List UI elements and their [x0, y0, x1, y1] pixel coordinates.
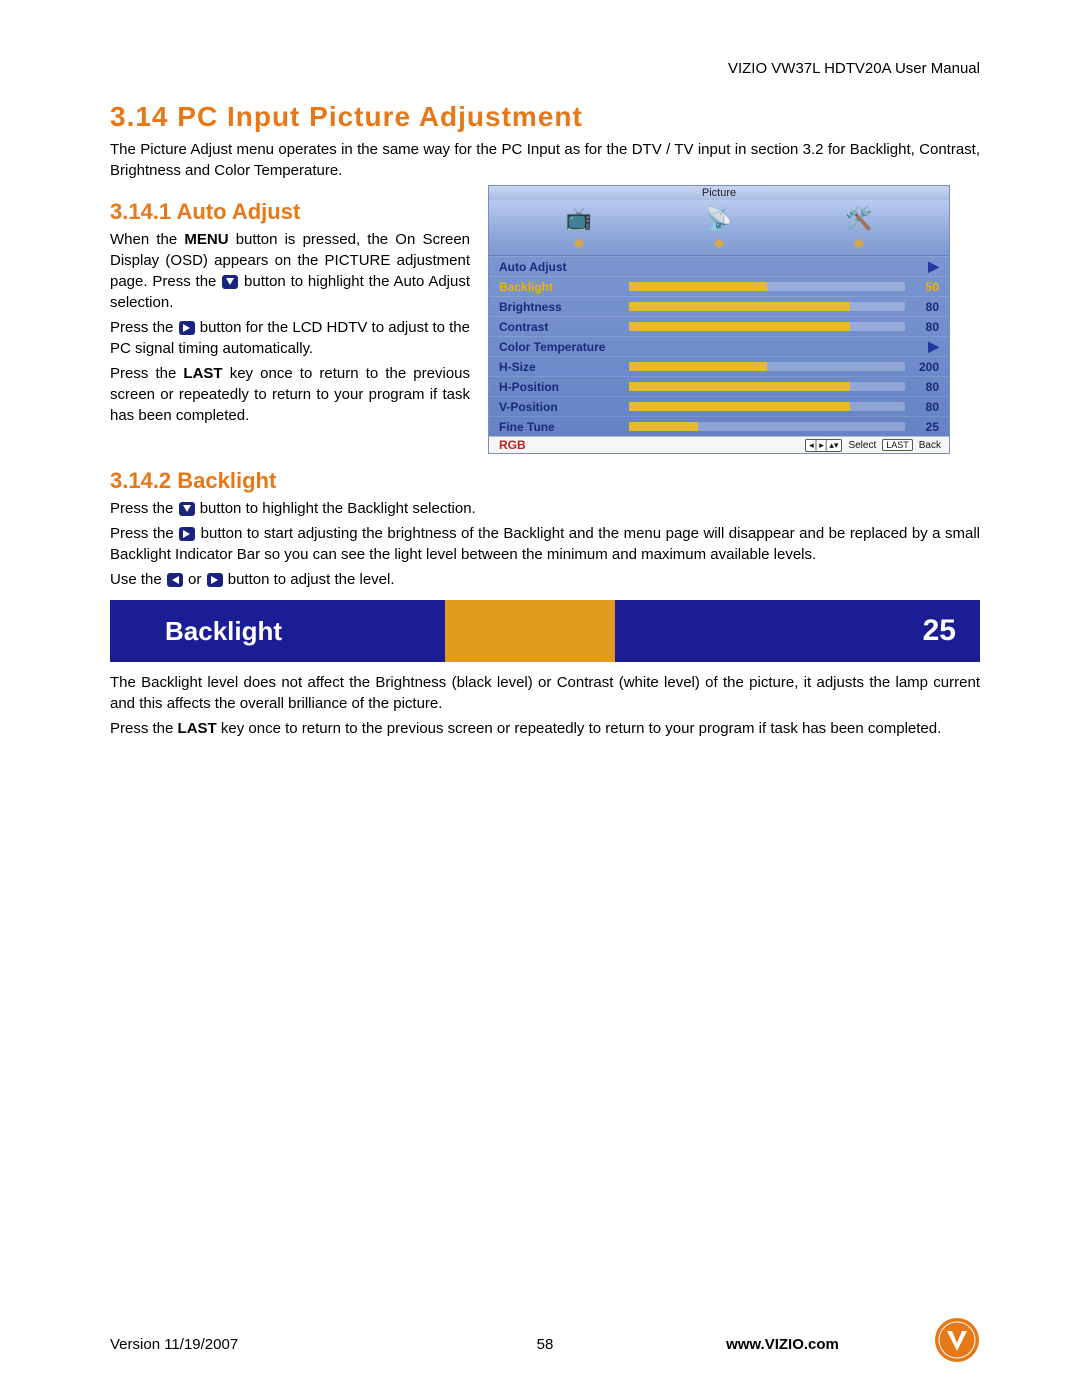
osd-slider-fill [629, 382, 850, 391]
osd-picture-menu: Picture 📺 📡 🛠️ ◆ ◆ ◆ Auto Adjust▶Backlig… [488, 185, 950, 454]
right-arrow-icon [179, 321, 195, 335]
osd-row: Fine Tune 25 [489, 416, 949, 436]
backlight-p3: Use the or button to adjust the level. [110, 569, 980, 590]
last-key-icon: LAST [882, 439, 913, 451]
footer-url: www.VIZIO.com [585, 1336, 980, 1353]
section-name: PC Input Picture Adjustment [177, 101, 583, 132]
osd-slider-fill [629, 302, 850, 311]
tv-icon: 📺 [565, 206, 592, 232]
osd-slider-track [629, 322, 905, 331]
osd-sub-icons: ◆ ◆ ◆ [489, 234, 949, 256]
osd-row-value: 80 [905, 320, 939, 334]
section-intro: The Picture Adjust menu operates in the … [110, 139, 980, 181]
osd-row: Brightness 80 [489, 296, 949, 316]
backlight-p1: Press the button to highlight the Backli… [110, 498, 980, 519]
left-arrow-icon [167, 573, 183, 587]
section-title: 3.14 PC Input Picture Adjustment [110, 101, 980, 133]
sub-name: Auto Adjust [176, 199, 300, 224]
backlight-indicator-bar: Backlight 25 [110, 600, 980, 662]
osd-slider-track [629, 302, 905, 311]
chevron-right-icon: ▶ [629, 258, 939, 275]
osd-row-label: Fine Tune [499, 420, 629, 434]
page-header: VIZIO VW37L HDTV20A User Manual [110, 60, 980, 77]
auto-adjust-p1: When the MENU button is pressed, the On … [110, 229, 470, 313]
vizio-logo-icon [934, 1317, 980, 1363]
backlight-p2: Press the button to start adjusting the … [110, 523, 980, 565]
osd-screenshot: Picture 📺 📡 🛠️ ◆ ◆ ◆ Auto Adjust▶Backlig… [488, 185, 980, 454]
version-text: Version 11/19/2007 [110, 1336, 505, 1353]
osd-slider-fill [629, 402, 850, 411]
auto-adjust-p2: Press the button for the LCD HDTV to adj… [110, 317, 470, 359]
page-footer: Version 11/19/2007 58 www.VIZIO.com [110, 1336, 980, 1353]
osd-row: Backlight 50 [489, 276, 949, 296]
osd-row-label: Auto Adjust [499, 260, 629, 274]
osd-row: Color Temperature▶ [489, 336, 949, 356]
osd-title: Picture [489, 186, 949, 200]
page-number: 58 [505, 1336, 585, 1353]
osd-row: V-Position 80 [489, 396, 949, 416]
select-label: Select [848, 440, 876, 451]
osd-row-value: 50 [905, 280, 939, 294]
osd-row-label: H-Size [499, 360, 629, 374]
osd-row-value: 25 [905, 420, 939, 434]
backlight-bar-fill [445, 600, 615, 662]
tools-icon: 🛠️ [845, 206, 872, 232]
satellite-icon: 📡 [705, 206, 732, 232]
osd-row: Auto Adjust▶ [489, 256, 949, 276]
back-label: Back [919, 440, 941, 451]
nav-key-icon: ◂│▸│▴▾ [805, 439, 842, 452]
osd-row-value: 80 [905, 300, 939, 314]
subsection-title-backlight: 3.14.2 Backlight [110, 468, 980, 494]
osd-row: H-Size 200 [489, 356, 949, 376]
osd-row: H-Position 80 [489, 376, 949, 396]
osd-slider-fill [629, 282, 767, 291]
osd-slider-fill [629, 322, 850, 331]
osd-row-label: Color Temperature [499, 340, 629, 354]
osd-footer: RGB ◂│▸│▴▾ Select LAST Back [489, 436, 949, 453]
osd-slider-fill [629, 422, 698, 431]
right-arrow-icon [179, 527, 195, 541]
osd-row: Contrast 80 [489, 316, 949, 336]
osd-row-label: V-Position [499, 400, 629, 414]
down-arrow-icon [179, 502, 195, 516]
backlight-bar-value: 25 [893, 614, 980, 648]
osd-row-label: Backlight [499, 280, 629, 294]
backlight-bar-label: Backlight [110, 616, 445, 647]
auto-adjust-p3: Press the LAST key once to return to the… [110, 363, 470, 426]
osd-row-value: 200 [905, 360, 939, 374]
osd-slider-track [629, 382, 905, 391]
backlight-p4: The Backlight level does not affect the … [110, 672, 980, 714]
sub-number: 3.14.2 [110, 468, 171, 493]
osd-row-value: 80 [905, 380, 939, 394]
diamond-icon: ◆ [714, 234, 725, 251]
section-number: 3.14 [110, 101, 169, 132]
osd-slider-track [629, 402, 905, 411]
osd-row-value: 80 [905, 400, 939, 414]
manual-page: VIZIO VW37L HDTV20A User Manual 3.14 PC … [0, 0, 1080, 1397]
right-arrow-icon [207, 573, 223, 587]
osd-top-icons: 📺 📡 🛠️ [489, 200, 949, 234]
osd-row-label: H-Position [499, 380, 629, 394]
down-arrow-icon [222, 275, 238, 289]
sub-number: 3.14.1 [110, 199, 171, 224]
osd-row-label: Brightness [499, 300, 629, 314]
osd-slider-track [629, 422, 905, 431]
subsection-title-auto-adjust: 3.14.1 Auto Adjust [110, 199, 470, 225]
backlight-p5: Press the LAST key once to return to the… [110, 718, 980, 739]
diamond-icon: ◆ [574, 234, 585, 251]
left-text-column: 3.14.1 Auto Adjust When the MENU button … [110, 185, 470, 430]
sub-name: Backlight [177, 468, 276, 493]
backlight-bar-track [445, 600, 893, 662]
osd-row-label: Contrast [499, 320, 629, 334]
osd-slider-track [629, 362, 905, 371]
osd-rgb-label: RGB [499, 438, 526, 452]
diamond-icon: ◆ [854, 234, 865, 251]
osd-slider-fill [629, 362, 767, 371]
chevron-right-icon: ▶ [629, 338, 939, 355]
osd-slider-track [629, 282, 905, 291]
